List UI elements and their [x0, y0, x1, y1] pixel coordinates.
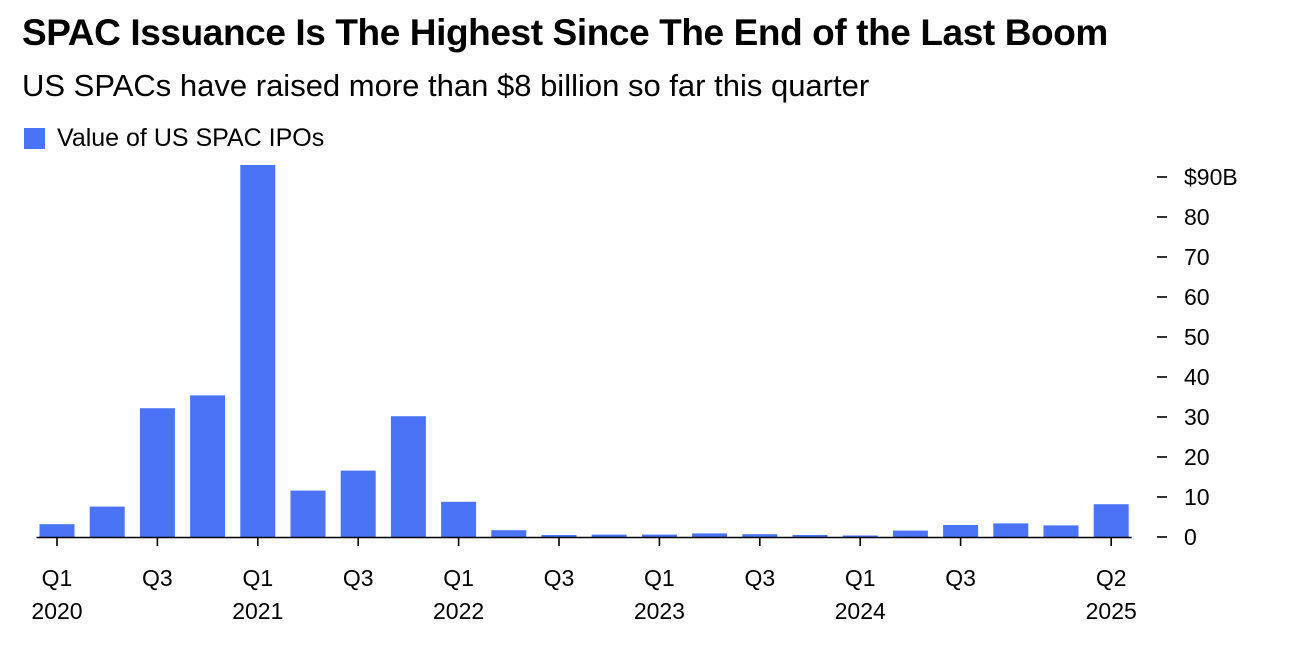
y-tick-label: $90B	[1184, 164, 1238, 190]
bar	[441, 501, 477, 537]
bar	[290, 490, 326, 537]
x-tick-label: Q3	[744, 565, 775, 591]
bar	[993, 523, 1029, 537]
y-tick-label: 20	[1184, 444, 1210, 470]
bar	[742, 534, 778, 537]
bar	[139, 408, 175, 537]
x-tick-year-label: 2021	[232, 598, 283, 624]
bar	[591, 534, 627, 537]
x-tick-label: Q1	[845, 565, 876, 591]
bar	[1043, 525, 1079, 537]
x-tick-year-label: 2020	[31, 598, 82, 624]
chart-legend: Value of US SPAC IPOs	[24, 124, 324, 153]
x-tick-label: Q3	[343, 565, 374, 591]
legend-label: Value of US SPAC IPOs	[57, 124, 325, 152]
x-tick-label: Q2	[1096, 565, 1127, 591]
bar	[943, 525, 979, 537]
x-tick-year-label: 2025	[1086, 598, 1137, 624]
y-tick-label: 30	[1184, 404, 1210, 430]
x-tick-label: Q1	[242, 565, 273, 591]
x-tick-year-label: 2023	[634, 598, 685, 624]
y-tick-label: 60	[1184, 284, 1210, 310]
x-tick-year-label: 2022	[433, 598, 484, 624]
bar	[692, 533, 728, 537]
bar	[641, 534, 677, 537]
x-tick-label: Q3	[544, 565, 575, 591]
bar	[190, 395, 226, 537]
y-tick-label: 0	[1184, 524, 1197, 550]
y-tick-label: 10	[1184, 484, 1210, 510]
bar	[892, 530, 928, 537]
bar	[842, 535, 878, 537]
x-tick-label: Q3	[945, 565, 976, 591]
bar	[541, 535, 577, 537]
chart-subtitle: US SPACs have raised more than $8 billio…	[22, 68, 870, 103]
x-tick-label: Q3	[142, 565, 173, 591]
bar	[1093, 504, 1129, 537]
bar	[340, 470, 376, 537]
bar	[240, 165, 276, 537]
x-tick-label: Q1	[644, 565, 675, 591]
x-tick-label: Q1	[42, 565, 73, 591]
y-tick-label: 50	[1184, 324, 1210, 350]
x-tick-label: Q1	[443, 565, 474, 591]
legend-swatch	[24, 128, 45, 149]
bar	[491, 530, 527, 537]
bar	[39, 524, 75, 537]
y-tick-label: 70	[1184, 244, 1210, 270]
bar	[390, 416, 426, 537]
bar	[89, 506, 125, 537]
bar	[792, 535, 828, 537]
x-tick-year-label: 2024	[835, 598, 886, 624]
chart-title: SPAC Issuance Is The Highest Since The E…	[22, 12, 1108, 53]
y-tick-label: 40	[1184, 364, 1210, 390]
y-tick-label: 80	[1184, 204, 1210, 230]
